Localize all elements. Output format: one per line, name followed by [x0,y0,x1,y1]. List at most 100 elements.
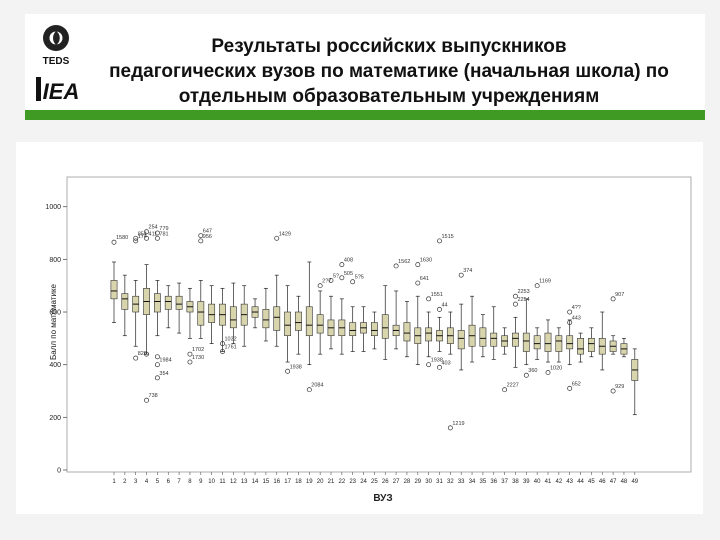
outlier-label: 641 [420,276,429,282]
slide-title-line-2: педагогических вузов по математике (нача… [109,61,669,82]
x-tick-label: 44 [577,479,584,485]
outlier-label: 1429 [279,231,291,237]
outlier-point [513,293,518,299]
slide-title-line-1: Результаты российских выпускников [211,36,567,57]
y-axis: 0 200 400 600 800 1000 [45,204,67,475]
outlier-label: 5?5 [355,275,364,281]
x-tick-label: 40 [534,479,541,485]
outlier-label: 374 [463,268,472,274]
outlier-point [133,355,139,361]
x-tick-label: 15 [263,479,270,485]
outlier-label: 779 [159,226,168,232]
outlier-point [144,397,149,403]
box [555,335,563,352]
box [229,306,237,329]
box [164,295,172,310]
x-tick-label: 18 [295,479,302,485]
outlier-point [339,262,345,268]
outlier-label: 647 [203,229,212,235]
box [154,293,161,313]
box [175,295,183,310]
outlier-label: 403 [442,360,451,366]
x-tick-label: 6 [167,479,171,485]
slide-title: Результаты российских выпускников педаго… [84,34,694,109]
slide-header [25,14,705,110]
outlier-point [154,235,160,241]
outlier-label: 1938 [431,358,443,364]
x-tick-label: 38 [512,479,519,485]
outlier-label: 652 [572,381,581,387]
box [533,335,541,350]
x-tick-label: 27 [393,479,400,485]
box [566,335,574,350]
x-tick-label: 37 [501,479,508,485]
x-tick-label: 25 [371,479,378,485]
box [544,332,552,352]
box [305,306,313,337]
outlier-label: 2227 [507,383,519,389]
outlier-point [447,425,453,431]
box [262,309,270,329]
box [587,338,595,352]
outlier-label: 738 [149,393,158,399]
outlier-point [317,283,323,289]
outlier-label: 443 [572,316,581,322]
box [577,338,584,355]
x-tick-label: 39 [523,479,530,485]
outlier-label: 505 [344,271,353,277]
box [273,306,281,331]
x-tick-label: 35 [480,479,487,485]
y-tick-label: 200 [49,415,61,422]
outlier-point [111,239,117,245]
y-axis-label: Балл по математике [49,283,58,360]
x-tick-label: 31 [436,479,443,485]
outlier-point [502,387,508,393]
outlier-point [339,275,345,281]
teds-logo: TEDS [43,25,70,67]
x-tick-label: 14 [252,479,259,485]
outlier-label: 1938 [290,364,302,370]
iea-logo: IEA [36,77,79,104]
x-tick-label: 11 [219,479,226,485]
outlier-label: 1562 [398,259,410,265]
outlier-label: 1020 [550,366,562,372]
outlier-point [567,309,573,315]
x-tick-label: 24 [360,479,367,485]
outlier-label: 44 [442,302,448,308]
x-axis: 1 2 3 4 5 6 7 8 9 10 11 12 13 14 15 16 17 18 19 20 21 22 23 24 2… [112,472,639,485]
box-series [110,261,639,416]
x-tick-label: 8 [188,479,192,485]
outlier-point [285,368,291,374]
box [479,327,487,347]
outlier-point [458,272,464,278]
outlier-label: 360 [528,368,537,374]
outlier-point [187,351,193,357]
x-tick-label: 30 [425,479,432,485]
outlier-label: 1702 [192,347,204,353]
outlier-point [133,235,139,241]
box [370,322,378,337]
x-tick-label: 43 [566,479,573,485]
box [425,327,433,342]
outlier-point [567,320,573,326]
x-tick-label: 23 [349,479,356,485]
outlier-point [198,238,204,244]
x-tick-label: 3 [134,479,138,485]
x-tick-label: 1 [112,479,116,485]
outlier-point [610,388,616,394]
outlier-point [545,370,551,376]
x-tick-label: 46 [599,479,606,485]
outlier-point [415,280,421,286]
x-tick-label: 16 [273,479,280,485]
box [110,280,118,300]
x-tick-label: 48 [621,479,628,485]
box [512,332,519,347]
x-tick-label: 12 [230,479,237,485]
x-tick-label: 34 [469,479,476,485]
box [284,311,291,337]
box [522,332,530,352]
outlier-point [523,372,529,378]
x-tick-label: 9 [199,479,203,485]
outlier-point [534,283,540,289]
outlier-point [426,296,432,302]
